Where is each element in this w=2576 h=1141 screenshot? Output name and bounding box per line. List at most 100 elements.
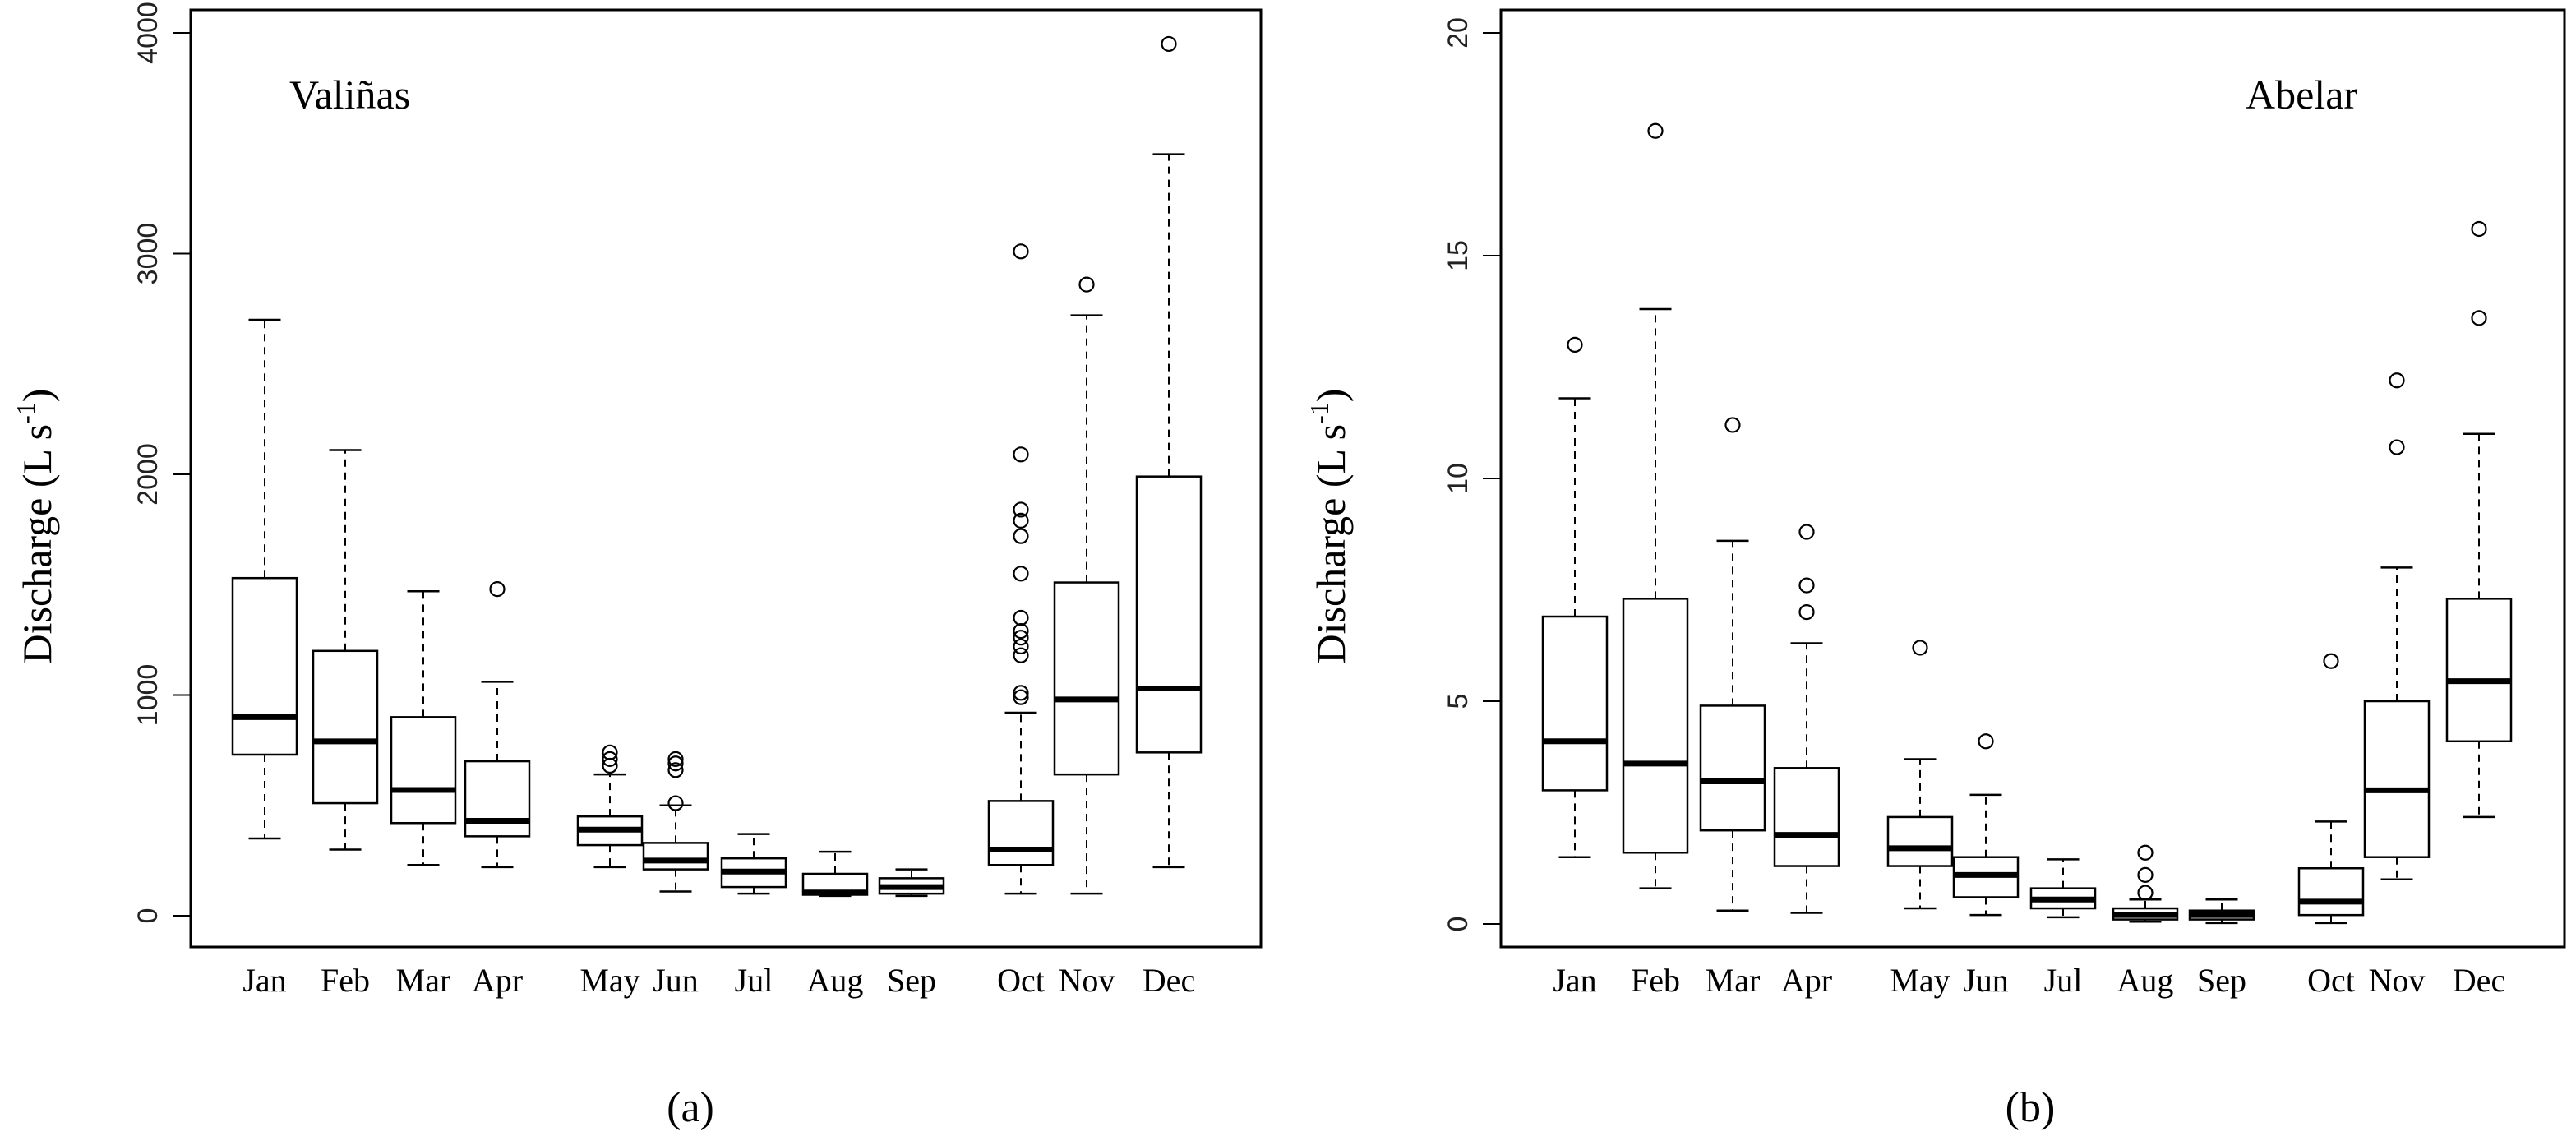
outlier-point bbox=[1724, 417, 1741, 433]
panel-b-xtick-label: Jan bbox=[1553, 962, 1596, 999]
outlier-point bbox=[1013, 647, 1029, 663]
iqr-box bbox=[312, 649, 379, 805]
panel-a-xtick-label: Nov bbox=[1059, 962, 1115, 999]
panel-b-xtick-label: Apr bbox=[1781, 962, 1832, 999]
iqr-box bbox=[642, 842, 709, 871]
panel-b-xtick-label: Jun bbox=[1963, 962, 2009, 999]
panel-b-box-nov bbox=[2363, 372, 2431, 881]
iqr-box bbox=[390, 716, 457, 825]
panel-a-box-mar bbox=[390, 590, 457, 866]
iqr-box bbox=[987, 800, 1055, 866]
panel-b-box-feb bbox=[1622, 122, 1689, 889]
panel-a-xtick-label: Dec bbox=[1143, 962, 1195, 999]
panel-a: Valiñas Discharge (L s-1) 0 1000 2000 3000 4… bbox=[11, 2, 1263, 1131]
outlier-point bbox=[1647, 122, 1664, 139]
panel-b-title: Abelar bbox=[2246, 72, 2357, 118]
outlier-point bbox=[2389, 439, 2405, 455]
panel-a-ytick-label: 2000 bbox=[132, 443, 164, 506]
outlier-point bbox=[667, 762, 684, 778]
panel-b-xtick-label: Sep bbox=[2197, 962, 2246, 999]
iqr-box bbox=[1135, 475, 1203, 754]
panel-b-xtick-label: Dec bbox=[2453, 962, 2505, 999]
outlier-point bbox=[1013, 566, 1029, 582]
panel-b-ytick-label: 15 bbox=[1443, 240, 1474, 271]
panel-a-ytick-label: 3000 bbox=[132, 223, 164, 285]
outlier-point bbox=[489, 581, 506, 598]
iqr-box bbox=[2445, 598, 2513, 743]
outlier-point bbox=[2137, 885, 2154, 901]
outlier-point bbox=[2471, 220, 2487, 238]
outlier-point bbox=[1798, 577, 1815, 594]
panel-b-box-jul bbox=[2029, 858, 2097, 919]
outlier-point bbox=[2137, 844, 2154, 861]
panel-a-ytick-label: 0 bbox=[132, 908, 164, 924]
panel-a-box-apr bbox=[464, 581, 531, 869]
panel-a-xtick-label: Jul bbox=[735, 962, 773, 999]
panel-a-box-nov bbox=[1053, 276, 1120, 895]
panel-a-ytick-label: 1000 bbox=[132, 664, 164, 727]
outlier-point bbox=[1798, 524, 1815, 540]
outlier-point bbox=[1013, 243, 1029, 260]
outlier-point bbox=[1013, 630, 1029, 646]
outlier-point bbox=[1912, 640, 1928, 656]
outlier-point bbox=[1013, 685, 1029, 701]
panel-a-xtick-label: Oct bbox=[997, 962, 1045, 999]
outlier-point bbox=[667, 751, 684, 767]
panel-b-ytick-label: 10 bbox=[1443, 463, 1474, 494]
panel-a-box-aug bbox=[801, 850, 869, 898]
panel-b-box-oct bbox=[2297, 653, 2365, 925]
outlier-point bbox=[1978, 733, 1994, 750]
iqr-box bbox=[1773, 767, 1840, 867]
iqr-box bbox=[1886, 815, 1954, 867]
outlier-point bbox=[2323, 653, 2339, 669]
outlier-point bbox=[1078, 276, 1095, 293]
panel-b-xtick-label: Aug bbox=[2117, 962, 2174, 999]
panel-b-ylabel: Discharge (L s-1) bbox=[1304, 389, 1354, 664]
panel-b-box-jan bbox=[1541, 336, 1609, 858]
panel-a-box-sep bbox=[878, 868, 945, 898]
panel-b-box-mar bbox=[1699, 417, 1766, 912]
panel-a-xtick-label: Jan bbox=[242, 962, 286, 999]
iqr-box bbox=[1541, 615, 1609, 792]
panel-b-box-sep bbox=[2188, 898, 2255, 925]
panel-b-xtick-label: Mar bbox=[1706, 962, 1761, 999]
panel-b: Abelar Discharge (L s-1) 0 5 10 15 20 Jan Feb… bbox=[1304, 8, 2566, 1131]
outlier-point bbox=[1161, 35, 1177, 53]
outlier-point bbox=[2471, 310, 2487, 326]
iqr-box bbox=[1622, 598, 1689, 854]
outlier-point bbox=[667, 755, 684, 772]
panel-b-ytick-label: 0 bbox=[1443, 917, 1474, 932]
panel-a-box-jan bbox=[231, 318, 298, 840]
panel-a-y-axis: 0 1000 2000 3000 4000 bbox=[132, 2, 191, 923]
panel-a-ytick-label: 4000 bbox=[132, 2, 164, 64]
panel-b-box-dec bbox=[2445, 220, 2513, 819]
panel-b-box-aug bbox=[2112, 844, 2179, 923]
panel-a-box-jul bbox=[720, 833, 787, 895]
iqr-box bbox=[231, 576, 298, 756]
panel-b-y-axis: 0 5 10 15 20 bbox=[1443, 17, 1501, 931]
panel-b-xtick-label: Feb bbox=[1631, 962, 1680, 999]
iqr-box bbox=[2297, 867, 2365, 917]
outlier-point bbox=[1013, 512, 1029, 529]
panel-a-xtick-label: May bbox=[579, 962, 639, 999]
panel-b-box-jun bbox=[1952, 733, 2020, 917]
iqr-box bbox=[464, 760, 531, 838]
outlier-point bbox=[1013, 638, 1029, 655]
panel-a-box-feb bbox=[312, 449, 379, 851]
panel-a-xtick-label: Jun bbox=[653, 962, 699, 999]
outlier-point bbox=[1013, 528, 1029, 544]
panel-a-xtick-label: Apr bbox=[472, 962, 523, 999]
panel-b-caption: (b) bbox=[2006, 1084, 2056, 1131]
panel-a-ylabel: Discharge (L s-1) bbox=[11, 389, 60, 664]
panel-a-x-ticks: Jan Feb Mar Apr May Jun Jul Aug Sep Oct Nov Dec bbox=[242, 962, 1195, 999]
panel-b-boxes bbox=[1541, 122, 2513, 925]
outlier-point bbox=[1567, 336, 1583, 353]
panel-a-xtick-label: Mar bbox=[396, 962, 451, 999]
panel-a-box-may bbox=[576, 744, 644, 869]
outlier-point bbox=[602, 751, 618, 767]
outlier-point bbox=[2137, 866, 2154, 883]
outlier-point bbox=[1013, 609, 1029, 626]
outlier-point bbox=[1013, 501, 1029, 518]
panel-b-xtick-label: Jul bbox=[2044, 962, 2083, 999]
panel-a-box-oct bbox=[987, 243, 1055, 895]
